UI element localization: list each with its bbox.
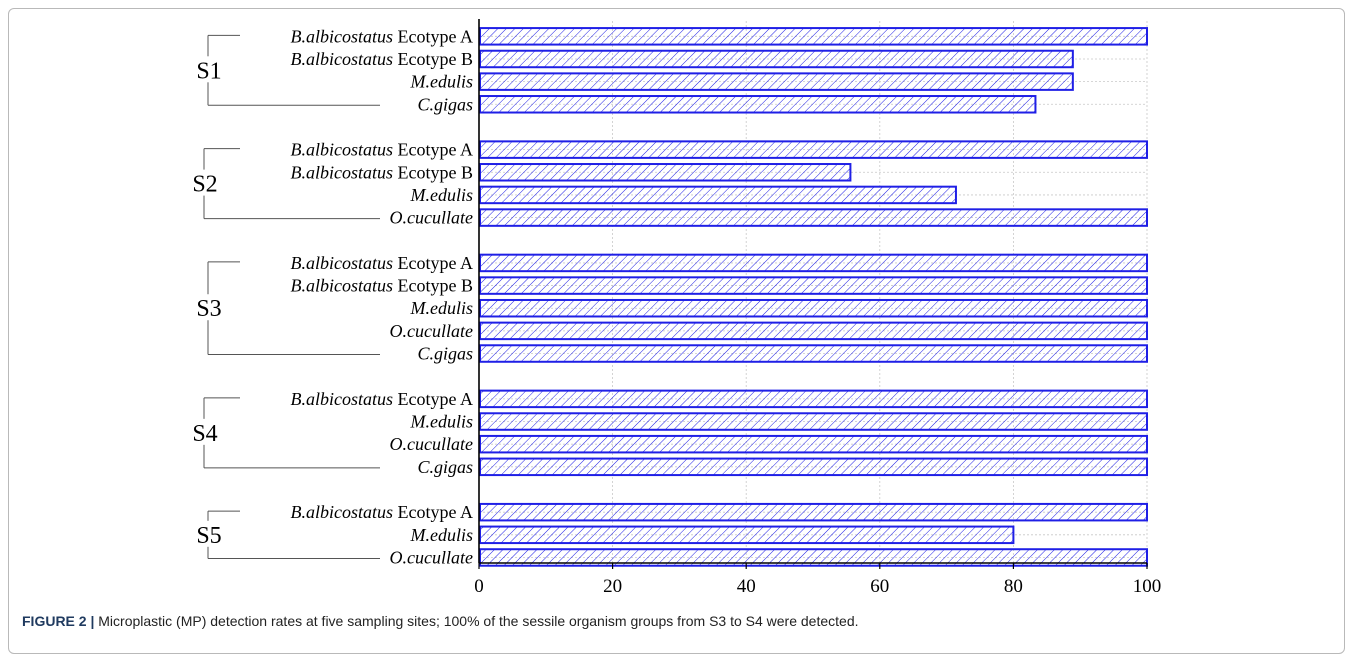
category-label: C.gigas bbox=[417, 457, 473, 477]
bar-s3-2 bbox=[479, 276, 1148, 295]
group-label-s3: S3 bbox=[196, 296, 221, 322]
category-label: O.cucullate bbox=[390, 208, 473, 228]
caption-text: Microplastic (MP) detection rates at fiv… bbox=[98, 613, 859, 629]
bar-s5-2 bbox=[479, 525, 1015, 545]
category-label: M.edulis bbox=[410, 412, 474, 432]
ecotype-suffix: Ecotype B bbox=[393, 162, 473, 182]
category-label: B.albicostatus Ecotype A bbox=[291, 26, 473, 46]
bar-s2-4 bbox=[479, 208, 1148, 227]
group-label-bg bbox=[194, 294, 224, 321]
x-tick-label: 40 bbox=[737, 576, 756, 597]
bar-s1-1 bbox=[479, 27, 1148, 46]
species-name: M.edulis bbox=[410, 298, 474, 318]
bar-s3-1 bbox=[479, 253, 1148, 273]
category-label: O.cucullate bbox=[390, 321, 473, 341]
species-name: B.albicostatus bbox=[291, 26, 394, 46]
x-tick-label: 60 bbox=[870, 576, 889, 597]
bar-s5-1 bbox=[479, 502, 1148, 522]
ecotype-suffix: Ecotype A bbox=[393, 140, 473, 160]
axes: 0 20 40 60 80 100 bbox=[474, 19, 1161, 597]
category-label: B.albicostatus Ecotype A bbox=[291, 140, 473, 160]
ecotype-suffix: Ecotype A bbox=[393, 502, 473, 522]
category-label: O.cucullate bbox=[390, 434, 473, 454]
group-label-bg bbox=[190, 169, 220, 196]
category-label: B.albicostatus Ecotype A bbox=[291, 502, 473, 522]
bar-s4-3 bbox=[479, 434, 1148, 454]
group-label-bg bbox=[194, 56, 224, 83]
bar-s2-2 bbox=[479, 163, 852, 182]
species-name: C.gigas bbox=[417, 457, 473, 477]
species-name: O.cucullate bbox=[390, 321, 473, 341]
category-label: B.albicostatus Ecotype A bbox=[291, 389, 473, 409]
species-name: C.gigas bbox=[417, 344, 473, 364]
group-label-s4: S4 bbox=[192, 421, 217, 447]
species-name: B.albicostatus bbox=[291, 276, 394, 296]
bar-s1-3 bbox=[479, 72, 1074, 91]
species-name: B.albicostatus bbox=[291, 253, 394, 273]
category-label: B.albicostatus Ecotype B bbox=[291, 276, 473, 296]
bar-s4-4 bbox=[479, 457, 1148, 477]
x-tick-label: 20 bbox=[603, 576, 622, 597]
category-label: M.edulis bbox=[410, 185, 474, 205]
species-name: M.edulis bbox=[410, 525, 474, 545]
bars bbox=[479, 27, 1148, 567]
ecotype-suffix: Ecotype A bbox=[393, 389, 473, 409]
bar-s1-2 bbox=[479, 49, 1074, 69]
x-tick-label: 0 bbox=[474, 576, 484, 597]
species-name: M.edulis bbox=[410, 72, 474, 92]
bar-s1-4 bbox=[479, 95, 1037, 114]
bar-s5-3 bbox=[479, 548, 1148, 567]
species-name: B.albicostatus bbox=[291, 162, 394, 182]
category-label: M.edulis bbox=[410, 72, 474, 92]
ecotype-suffix: Ecotype B bbox=[393, 49, 473, 69]
group-label-s2: S2 bbox=[192, 172, 217, 198]
species-name: B.albicostatus bbox=[291, 49, 394, 69]
bar-s3-4 bbox=[479, 321, 1148, 341]
bar-s4-1 bbox=[479, 389, 1148, 409]
group-label-bg bbox=[194, 520, 224, 547]
caption-label: FIGURE 2 | bbox=[22, 613, 95, 629]
species-name: O.cucullate bbox=[390, 434, 473, 454]
group-brackets: S1 S2 S3 S4 S5 bbox=[190, 34, 380, 559]
ecotype-suffix: Ecotype B bbox=[393, 276, 473, 296]
category-labels: B.albicostatus Ecotype AB.albicostatus E… bbox=[291, 26, 473, 567]
x-tick-label: 80 bbox=[1004, 576, 1023, 597]
bar-s4-2 bbox=[479, 412, 1148, 431]
ecotype-suffix: Ecotype A bbox=[393, 26, 473, 46]
x-tick-label: 100 bbox=[1133, 576, 1162, 597]
species-name: B.albicostatus bbox=[291, 140, 394, 160]
group-label-bg bbox=[190, 418, 220, 445]
category-label: M.edulis bbox=[410, 298, 474, 318]
category-label: C.gigas bbox=[417, 94, 473, 114]
species-name: B.albicostatus bbox=[291, 502, 394, 522]
group-label-s1: S1 bbox=[196, 58, 221, 84]
species-name: B.albicostatus bbox=[291, 389, 394, 409]
species-name: M.edulis bbox=[410, 412, 474, 432]
species-name: O.cucullate bbox=[390, 208, 473, 228]
bar-s2-3 bbox=[479, 185, 957, 205]
category-label: C.gigas bbox=[417, 344, 473, 364]
bar-s3-5 bbox=[479, 344, 1148, 363]
category-label: B.albicostatus Ecotype B bbox=[291, 162, 473, 182]
species-name: M.edulis bbox=[410, 185, 474, 205]
ecotype-suffix: Ecotype A bbox=[393, 253, 473, 273]
category-label: O.cucullate bbox=[390, 547, 473, 567]
category-label: B.albicostatus Ecotype B bbox=[291, 49, 473, 69]
species-name: C.gigas bbox=[417, 94, 473, 114]
group-label-s5: S5 bbox=[196, 523, 221, 549]
bar-s2-1 bbox=[479, 140, 1148, 159]
figure-caption: FIGURE 2 | Microplastic (MP) detection r… bbox=[22, 613, 1332, 629]
category-label: M.edulis bbox=[410, 525, 474, 545]
species-name: O.cucullate bbox=[390, 547, 473, 567]
category-label: B.albicostatus Ecotype A bbox=[291, 253, 473, 273]
bar-s3-3 bbox=[479, 298, 1148, 318]
